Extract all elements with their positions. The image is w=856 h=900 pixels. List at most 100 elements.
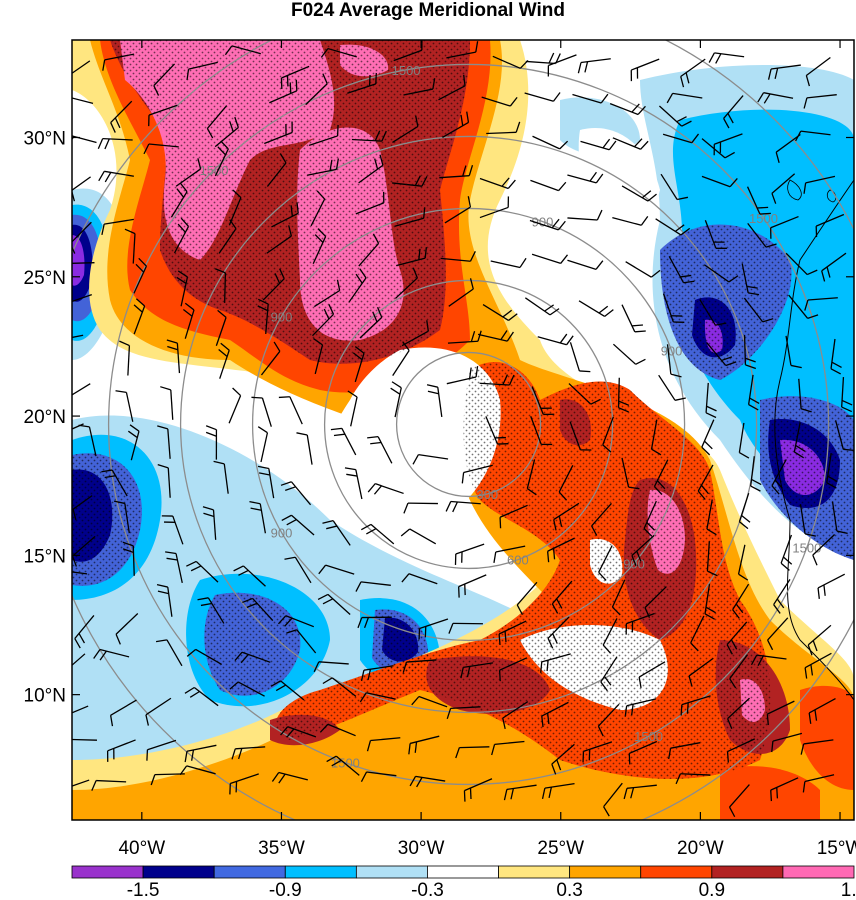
wind-barb-feather [469,251,476,262]
wind-barb-feather [776,598,785,609]
wind-barb [160,386,174,420]
wind-barb-shaft [738,492,750,522]
wind-barb-feather [423,207,426,219]
wind-barb-feather [468,367,472,379]
wind-barb-shaft [127,345,131,376]
ring-label: 900 [623,556,645,571]
wind-barb [812,534,836,566]
wind-barb-feather [190,565,202,572]
wind-barb [447,330,482,344]
wind-barb-feather [706,528,717,536]
wind-barb-shaft [215,317,227,346]
wind-barb [347,72,377,94]
wind-barb [153,63,176,96]
wind-barb-feather [59,571,64,581]
wind-barb-feather [705,606,716,614]
wind-barb-shaft [242,565,266,587]
wind-barb-shaft [370,523,395,545]
wind-barb-feather [501,177,510,187]
wind-barb [817,573,846,599]
wind-barb-shaft [195,560,219,583]
wind-barb-shaft [530,416,542,445]
wind-barb-shaft [396,257,426,267]
wind-barb [284,556,312,584]
wind-barb-shaft [447,340,478,344]
wind-barb [146,739,177,761]
wind-barb [231,746,266,760]
stipple-region [204,592,301,696]
wind-barb-shaft [458,574,487,588]
wind-barb-feather [289,82,292,94]
wind-barb-feather [800,408,812,413]
wind-barb-shaft [714,133,743,145]
wind-barb-feather [234,116,239,128]
wind-barb-shaft [680,773,711,776]
wind-barb-feather [547,638,554,649]
wind-barb [785,335,802,369]
wind-barb-feather [217,309,227,318]
wind-barb-feather [502,374,509,385]
wind-barb-feather [618,400,630,406]
wind-barb-feather [374,158,379,170]
wind-barb-feather [52,341,54,352]
wind-barb-shaft [644,586,667,609]
wind-barb [757,92,794,104]
wind-barb-shaft [176,343,181,374]
wind-barb-feather [750,485,761,492]
wind-barb-feather [91,780,97,791]
wind-barb-feather [66,194,69,205]
wind-barb-feather [279,153,287,164]
wind-barb [729,654,749,689]
wind-barb-feather [335,158,340,170]
wind-barb-feather [462,165,467,177]
wind-barb-shaft [132,233,136,264]
wind-barb-shaft [289,396,303,425]
wind-barb-shaft [375,483,404,495]
wind-barb-shaft [354,353,365,383]
wind-barb-shaft [235,746,266,750]
wind-barb-shaft [506,784,537,791]
wind-barb-feather [281,514,292,522]
lat-tick-label: 30°N [24,129,66,150]
wind-barb-feather [114,117,121,129]
wind-barb-feather [519,257,527,268]
wind-barb [72,262,95,264]
wind-barb-feather [503,789,508,801]
wind-barb-feather [390,387,401,395]
wind-barb-shaft [602,416,615,446]
wind-barb-feather [603,806,610,817]
wind-barb [403,502,438,514]
wind-barb-feather [402,661,408,673]
wind-barb-shaft [638,661,666,678]
wind-barb-feather [322,73,328,85]
lon-tick-label: 30°W [398,838,445,859]
wind-barb-shaft [763,92,794,99]
wind-barb-shaft [104,170,134,177]
wind-barb-feather [827,475,838,483]
wind-barb-feather [748,292,760,296]
wind-barb-shaft [704,584,711,614]
wind-barb-shaft [401,330,429,347]
wind-barb [367,436,393,464]
wind-barb-feather [357,617,363,629]
wind-barb-feather [631,555,637,566]
wind-barb [448,278,474,307]
wind-barb-feather [146,749,149,761]
wind-barb-shaft [180,276,189,307]
wind-barb-feather [360,523,372,531]
wind-barb [697,464,714,500]
wind-barb-feather [506,331,514,342]
wind-barb-shaft [526,459,536,489]
wind-barb-feather [745,364,757,370]
wind-barb [390,381,402,418]
wind-barb [597,703,620,737]
wind-barb [767,617,789,651]
wind-barb-feather [738,521,749,530]
wind-barb-feather [674,397,686,401]
wind-barb-feather [516,604,524,615]
wind-barb-shaft [477,333,508,342]
wind-barb-feather [686,702,689,714]
wind-barb-feather [804,667,808,679]
wind-barb [625,612,655,635]
